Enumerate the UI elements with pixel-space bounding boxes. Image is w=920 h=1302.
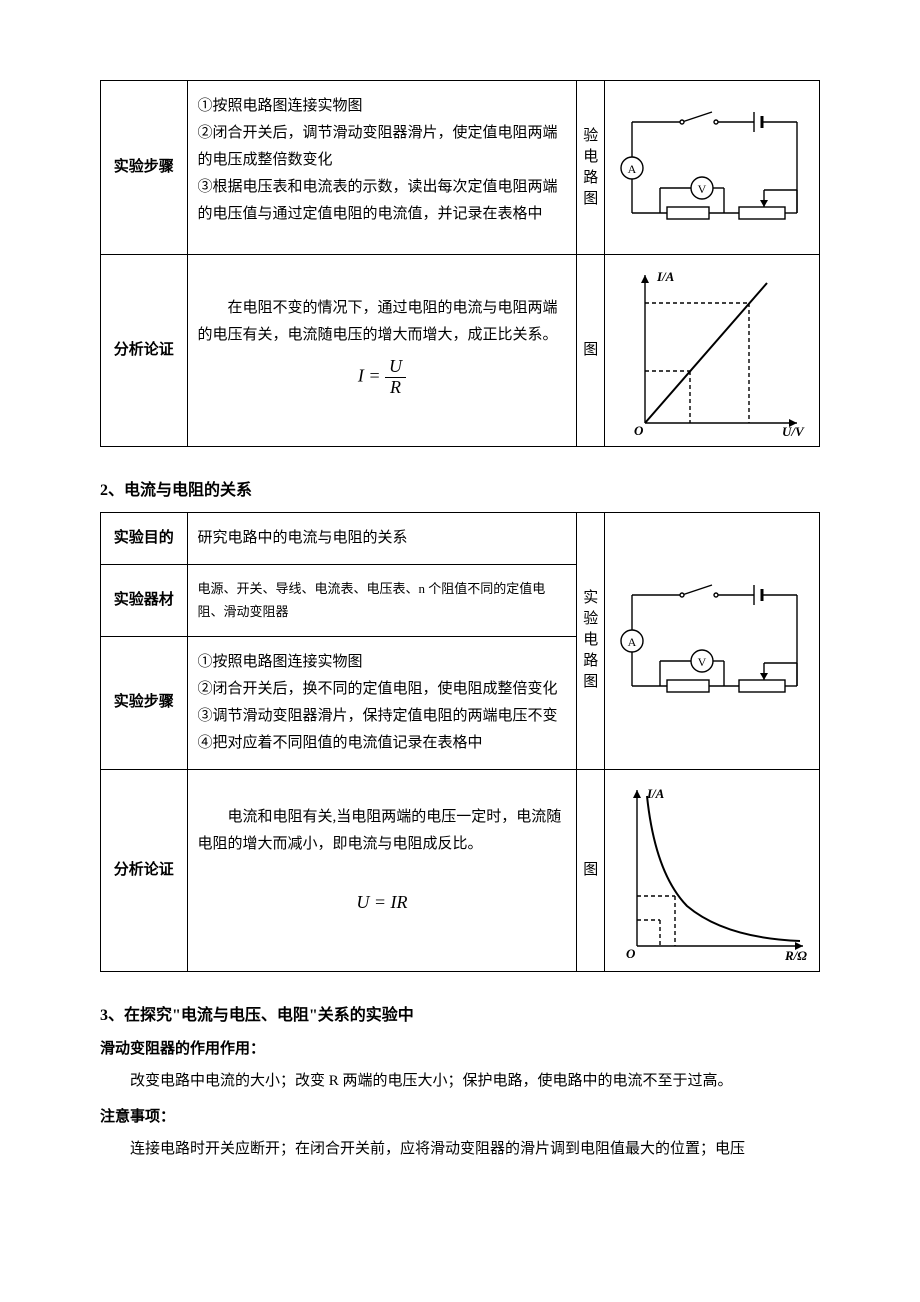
circuit-diagram-2: A V [605,512,820,769]
row-steps-label: 实验步骤 [101,81,188,255]
formula-u-ir: U = IR [198,878,567,926]
svg-text:R/Ω: R/Ω [784,948,807,963]
table-experiment-2: 实验目的 研究电路中的电流与电阻的关系 实 验 电 路 图 [100,512,820,972]
graph-inverse: I/A R/Ω O [605,769,820,971]
t2-steps-label: 实验步骤 [101,636,188,769]
row-analysis-content: 在电阻不变的情况下，通过电阻的电流与电阻两端的电压有关，电流随电压的增大而增大，… [187,255,577,447]
t2-purpose-label: 实验目的 [101,512,188,564]
svg-text:O: O [634,423,644,438]
svg-text:I/A: I/A [656,269,675,284]
svg-text:A: A [628,635,637,649]
inverse-graph-svg: I/A R/Ω O [615,778,810,963]
t2-analysis-label: 分析论证 [101,769,188,971]
svg-text:O: O [626,946,636,961]
svg-text:U/V: U/V [782,424,805,438]
linear-graph-svg: I/A U/V O [617,263,807,438]
graph-label-vert: 图 [577,255,605,447]
t2-purpose-content: 研究电路中的电流与电阻的关系 [187,512,577,564]
graph-linear: I/A U/V O [605,255,820,447]
t2-circuit-vert: 实 验 电 路 图 [577,512,605,769]
circuit-label-vert: 验 电 路 图 [577,81,605,255]
table-experiment-1: 实验步骤 ①按照电路图连接实物图 ②闭合开关后，调节滑动变阻器滑片，使定值电阻两… [100,80,820,447]
sub-slider-role: 滑动变阻器的作用作用： [100,1036,820,1063]
row-analysis-label: 分析论证 [101,255,188,447]
t2-steps-content: ①按照电路图连接实物图 ②闭合开关后，换不同的定值电阻，使电阻成整倍变化 ③调节… [187,636,577,769]
section-3-heading: 3、在探究"电流与电压、电阻"关系的实验中 [100,1002,820,1031]
circuit-svg-2: A V [612,573,812,708]
sub-notes: 注意事项： [100,1104,820,1131]
formula-i-u-r: I = U R [198,349,567,406]
para-notes: 连接电路时开关应断开；在闭合开关前，应将滑动变阻器的滑片调到电阻值最大的位置；电… [100,1135,820,1164]
circuit-svg-1: A V [612,100,812,235]
t2-graph-vert: 图 [577,769,605,971]
svg-text:V: V [698,655,707,669]
t2-analysis-content: 电流和电阻有关,当电阻两端的电压一定时，电流随电阻的增大而减小，即电流与电阻成反… [187,769,577,971]
circuit-diagram-1: A V [605,81,820,255]
svg-text:V: V [698,182,707,196]
svg-text:A: A [628,162,637,176]
para-slider-role: 改变电路中电流的大小；改变 R 两端的电压大小；保护电路，使电路中的电流不至于过… [100,1067,820,1096]
t2-equip-label: 实验器材 [101,564,188,636]
t2-equip-content: 电源、开关、导线、电流表、电压表、n 个阻值不同的定值电阻、滑动变阻器 [187,564,577,636]
section-2-heading: 2、电流与电阻的关系 [100,477,820,506]
row-steps-content: ①按照电路图连接实物图 ②闭合开关后，调节滑动变阻器滑片，使定值电阻两端的电压成… [187,81,577,255]
svg-text:I/A: I/A [646,786,665,801]
